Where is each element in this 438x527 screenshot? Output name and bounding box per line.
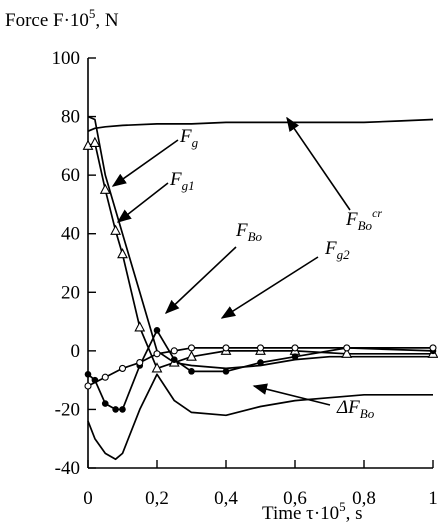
series-line-5 xyxy=(87,373,433,461)
data-point-dot xyxy=(222,368,230,375)
series-line-3 xyxy=(87,329,434,411)
curve-label: Fg2 xyxy=(324,238,350,262)
curve-label: FBocr xyxy=(345,206,382,233)
data-point-circle xyxy=(84,382,92,390)
y-axis-title-exponent: 5 xyxy=(89,6,96,21)
data-point-dot xyxy=(101,400,109,407)
curve-label: Fg1 xyxy=(169,169,195,193)
data-point-circle xyxy=(291,344,299,352)
leader-arrow xyxy=(220,256,319,319)
curve-label-base: F xyxy=(324,238,337,259)
data-point-dot xyxy=(84,370,92,378)
y-axis-title-text: Force F·10 xyxy=(5,10,89,31)
y-tick-label: 80 xyxy=(61,107,80,128)
data-point-dot xyxy=(119,406,126,413)
data-point-triangle xyxy=(89,136,101,147)
y-tick-label: 0 xyxy=(71,341,81,362)
curve-label-subscript: Bo xyxy=(360,406,375,421)
curve-label-base: F xyxy=(345,209,358,230)
data-point-dot xyxy=(112,406,119,413)
series-line-0 xyxy=(87,118,434,132)
curve-label-base: ΔF xyxy=(336,397,360,418)
curve-label: Fg xyxy=(179,126,199,150)
series-line-1 xyxy=(87,115,433,370)
data-point-circle xyxy=(170,347,178,355)
x-axis-title: Time τ·105, s xyxy=(262,499,363,524)
y-tick-label: -20 xyxy=(55,399,80,420)
data-point-circle xyxy=(101,373,109,381)
data-point-circle xyxy=(136,359,144,367)
data-point-triangle xyxy=(82,139,94,150)
y-tick-label: 100 xyxy=(52,48,81,69)
leader-arrow xyxy=(286,116,351,211)
data-point-dot xyxy=(153,327,161,334)
y-tick-label: 40 xyxy=(61,224,80,245)
data-point-triangle xyxy=(117,248,128,259)
x-axis-title-exponent: 5 xyxy=(339,499,346,514)
x-tick-label: 0,2 xyxy=(145,488,169,509)
curve-label-subscript: g1 xyxy=(182,178,195,193)
x-tick-label: 0,4 xyxy=(214,488,238,509)
leader-arrow xyxy=(164,246,237,314)
y-tick-label: -40 xyxy=(55,458,80,479)
data-point-triangle xyxy=(99,183,111,194)
curve-label-base: F xyxy=(235,220,248,241)
curve-label: FBo xyxy=(235,220,263,244)
curve-label-superscript: cr xyxy=(372,206,382,220)
data-point-triangle xyxy=(110,224,122,235)
curve-label-subscript: Bo xyxy=(358,218,373,233)
curve-label-base: F xyxy=(179,126,192,147)
data-point-circle xyxy=(429,344,437,352)
curve-label-subscript: g2 xyxy=(337,247,351,262)
axes: -40 -20 0 20 40 60 80 100 0 0,2 0,4 0,6 0,8 1 xyxy=(52,48,438,509)
x-tick-label: 1 xyxy=(428,488,438,509)
data-point-dot xyxy=(291,353,299,361)
y-axis-title-unit: , N xyxy=(95,10,119,31)
data-point-dot xyxy=(257,359,264,366)
y-tick-label: 60 xyxy=(61,165,80,186)
data-point-triangle xyxy=(186,350,197,361)
curve-label-subscript: Bo xyxy=(248,229,263,244)
data-point-circle xyxy=(187,344,196,352)
x-tick-label: 0 xyxy=(83,488,93,509)
data-point-circle xyxy=(222,344,230,352)
data-point-circle xyxy=(343,344,351,352)
curve-label-base: F xyxy=(169,169,182,190)
x-axis-title-unit: , s xyxy=(346,503,363,524)
data-point-triangle xyxy=(134,321,146,332)
data-point-dot xyxy=(170,356,178,363)
data-point-circle xyxy=(256,344,265,352)
y-tick-label: 20 xyxy=(61,282,80,303)
data-point-triangle xyxy=(341,347,353,358)
leader-arrow xyxy=(252,383,331,406)
series-layer xyxy=(82,115,438,461)
data-point-circle xyxy=(118,364,127,372)
leader-arrow xyxy=(111,139,179,187)
data-point-circle xyxy=(153,350,161,358)
leader-arrow xyxy=(116,182,169,223)
data-point-triangle xyxy=(151,362,163,373)
data-point-dot xyxy=(188,368,195,375)
y-axis-title: Force F·105, N xyxy=(5,6,119,31)
x-axis-title-text: Time τ·10 xyxy=(262,503,339,524)
curve-label: ΔFBo xyxy=(336,397,375,421)
curve-label-subscript: g xyxy=(192,135,199,150)
x-tick-label: 0,6 xyxy=(283,488,307,509)
x-tick-label: 0,8 xyxy=(352,488,376,509)
series-line-2 xyxy=(87,142,433,370)
